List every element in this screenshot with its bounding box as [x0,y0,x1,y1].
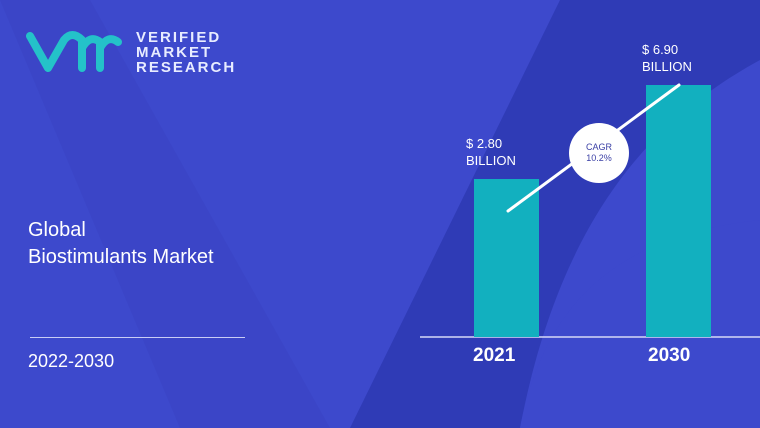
x-tick-2030: 2030 [648,345,691,366]
title-line-1: Global [28,219,86,241]
vmr-logo-mark-icon [26,31,122,72]
page-title: Global Biostimulants Market [28,217,214,271]
value-label-2021: $ 2.80 [466,136,503,151]
data-label-2030: $ 6.90 BILLION [642,41,692,75]
divider [30,337,245,338]
logo-line-2: MARKET [136,44,213,61]
logo-line-3: RESEARCH [136,59,237,76]
unit-label-2030: BILLION [642,59,692,74]
value-label-2030: $ 6.90 [642,42,679,57]
logo-line-1: VERIFIED [136,29,222,46]
title-line-2: Biostimulants Market [28,246,214,268]
x-tick-2021: 2021 [473,345,516,366]
cagr-label: CAGR [585,142,612,152]
logo: VERIFIED MARKET RESEARCH [26,30,236,75]
cagr-badge: CAGR 10.2% [569,123,629,183]
unit-label-2021: BILLION [466,153,516,168]
bar-2021 [474,179,539,337]
forecast-period: 2022-2030 [28,351,115,371]
bar-2030 [646,84,711,337]
cagr-value: 10.2% [586,153,612,163]
data-label-2021: $ 2.80 BILLION [466,135,516,169]
